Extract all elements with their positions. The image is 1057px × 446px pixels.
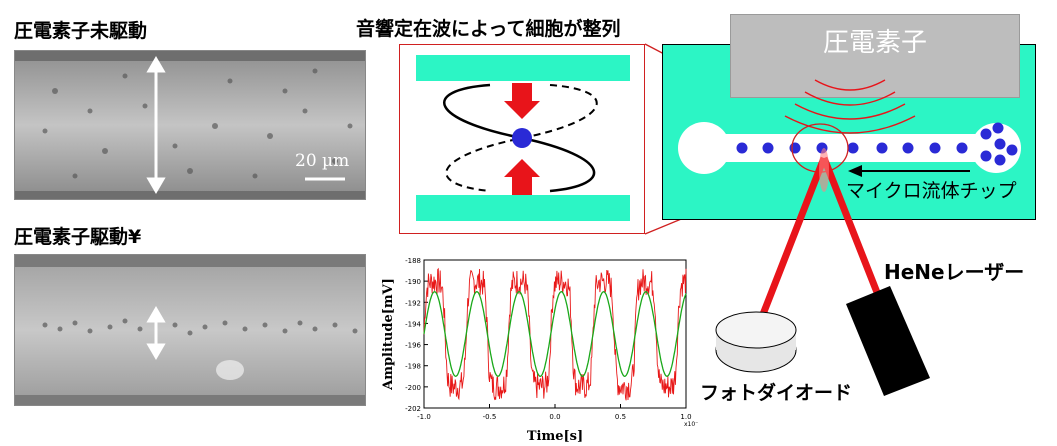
label-not-driven: 圧電素子未駆動 xyxy=(14,20,148,42)
flow-arrow-head xyxy=(848,165,862,177)
x-tick-label: -1.0 xyxy=(417,413,431,421)
series-line xyxy=(423,291,687,377)
x-exponent-label: x10⁻⁶ xyxy=(684,421,698,428)
y-tick-label: -200 xyxy=(405,384,421,392)
laser-device xyxy=(846,286,930,396)
cell-node xyxy=(512,128,532,148)
amplitude-chart: -188 -190 -192 -194 -196 -198 -200 -202-1.0 -0.5… xyxy=(381,257,698,444)
force-arrow-up xyxy=(504,159,540,195)
standing-wave-inset xyxy=(399,44,645,234)
caption-standing-wave: 音響定在波によって細胞が整列 xyxy=(356,18,621,40)
micrograph-driven xyxy=(14,254,366,406)
x-tick-label: 0.5 xyxy=(615,413,626,421)
label-driven: 圧電素子駆動¥ xyxy=(14,226,142,248)
x-tick-label: 1.0 xyxy=(680,413,691,421)
x-axis-label: Time[s] xyxy=(527,429,583,444)
y-tick-label: -196 xyxy=(405,342,421,350)
series-line xyxy=(423,267,687,401)
laser-label: HeNeレーザー xyxy=(884,260,1025,284)
y-axis-label: Amplitude[mV] xyxy=(381,278,396,391)
aligned-cells xyxy=(736,122,1018,166)
standing-wave-diagram xyxy=(416,55,630,221)
micrograph-driven-image xyxy=(15,255,365,405)
laser-beams xyxy=(756,148,884,324)
photodiode-device xyxy=(715,311,797,373)
y-tick-label: -202 xyxy=(405,405,421,413)
y-tick-label: -192 xyxy=(405,299,421,307)
acoustic-waves xyxy=(784,79,916,134)
y-tick-label: -188 xyxy=(405,257,421,265)
y-tick-label: -190 xyxy=(405,278,421,286)
y-tick-label: -198 xyxy=(405,363,421,371)
channel-wall-top xyxy=(416,55,630,81)
photodiode-label: フォトダイオード xyxy=(700,382,853,404)
channel-wall-bottom xyxy=(416,195,630,221)
micrograph-not-driven: 20 µm xyxy=(14,50,366,200)
piezo-label: 圧電素子 xyxy=(822,28,927,58)
micrograph-not-driven-image xyxy=(15,51,365,199)
piezo-element: 圧電素子 xyxy=(730,14,1020,98)
x-tick-label: 0.0 xyxy=(549,413,560,421)
force-arrow-down xyxy=(504,83,540,119)
scale-bar-label: 20 µm xyxy=(295,151,350,171)
x-tick-label: -0.5 xyxy=(483,413,497,421)
chip-label: マイクロ流体チップ xyxy=(846,180,1017,202)
y-tick-label: -194 xyxy=(405,320,421,328)
